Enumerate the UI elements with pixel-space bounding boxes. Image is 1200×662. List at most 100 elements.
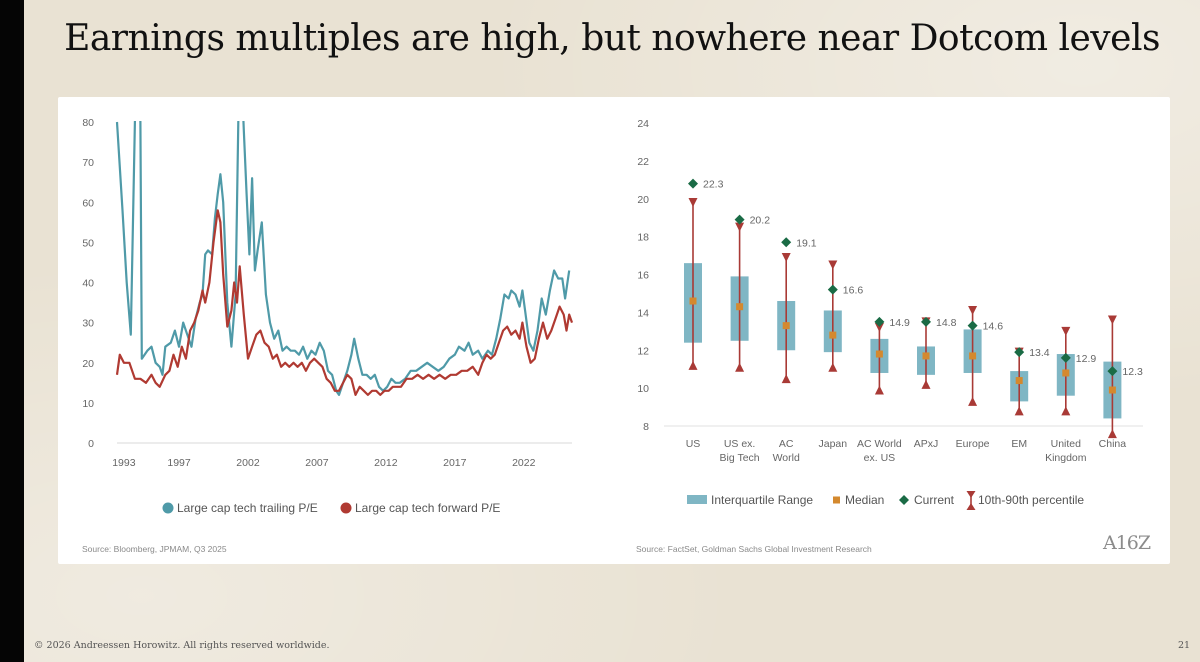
category-label: ex. US bbox=[864, 452, 896, 464]
current-marker bbox=[874, 316, 885, 327]
current-value-label: 14.8 bbox=[936, 317, 957, 329]
category-label: Japan bbox=[818, 438, 847, 450]
chart-panel bbox=[58, 97, 1170, 564]
p10-marker bbox=[968, 396, 978, 406]
left-y-tick-label: 0 bbox=[88, 438, 94, 450]
slide-title: Earnings multiples are high, but nowhere… bbox=[64, 18, 1160, 59]
current-value-label: 22.3 bbox=[703, 179, 724, 191]
p10-marker bbox=[1061, 406, 1071, 416]
legend-median-swatch bbox=[833, 496, 840, 504]
p90-marker bbox=[688, 198, 698, 208]
p90-marker bbox=[781, 252, 791, 262]
left-x-tick-label: 2007 bbox=[305, 457, 329, 469]
p90-marker bbox=[874, 323, 884, 333]
median-marker bbox=[922, 352, 930, 360]
current-marker bbox=[1060, 352, 1071, 363]
median-marker bbox=[829, 331, 837, 339]
current-value-label: 19.1 bbox=[796, 237, 817, 249]
median-marker bbox=[969, 352, 977, 360]
left-x-tick-label: 2012 bbox=[374, 457, 398, 469]
current-marker bbox=[1107, 366, 1118, 377]
median-marker bbox=[1015, 377, 1023, 385]
legend-current-label: Current bbox=[914, 493, 955, 507]
current-marker bbox=[734, 214, 745, 225]
legend-dot-trailing bbox=[162, 502, 174, 514]
copyright-footer: © 2026 Andreessen Horowitz. All rights r… bbox=[34, 640, 330, 651]
left-y-tick-label: 40 bbox=[82, 278, 94, 290]
current-value-label: 16.6 bbox=[843, 285, 864, 297]
trailing-pe-line bbox=[115, 121, 571, 396]
category-label: AC World bbox=[857, 438, 902, 450]
category-label: Europe bbox=[956, 438, 990, 450]
left-y-tick-label: 50 bbox=[82, 237, 94, 249]
right-y-tick-label: 18 bbox=[637, 232, 649, 244]
p10-marker bbox=[874, 385, 884, 395]
legend-iqr-label: Interquartile Range bbox=[711, 493, 813, 507]
p90-marker bbox=[1107, 315, 1117, 325]
right-y-tick-label: 20 bbox=[637, 194, 649, 206]
p10-marker bbox=[921, 379, 931, 389]
p90-marker bbox=[828, 260, 838, 270]
right-y-tick-label: 10 bbox=[637, 383, 649, 395]
left-x-tick-label: 2002 bbox=[236, 457, 260, 469]
right-y-tick-label: 14 bbox=[637, 307, 649, 319]
right-source-note: Source: FactSet, Goldman Sachs Global In… bbox=[636, 544, 872, 554]
p10-marker bbox=[735, 362, 745, 372]
p90-marker bbox=[968, 305, 978, 315]
median-marker bbox=[1108, 386, 1116, 394]
legend-median-label: Median bbox=[845, 493, 884, 507]
median-marker bbox=[689, 297, 697, 305]
right-y-tick-label: 22 bbox=[637, 156, 649, 168]
right-y-tick-label: 8 bbox=[643, 421, 649, 433]
left-y-tick-label: 80 bbox=[82, 117, 94, 129]
right-y-tick-label: 12 bbox=[637, 345, 649, 357]
left-y-tick-label: 60 bbox=[82, 197, 94, 209]
category-label: US ex. bbox=[724, 438, 756, 450]
legend-iqr-swatch bbox=[687, 495, 707, 504]
category-label: Big Tech bbox=[720, 452, 760, 464]
median-marker bbox=[1062, 369, 1070, 377]
current-value-label: 13.4 bbox=[1029, 347, 1050, 359]
a16z-logo: A16Z bbox=[1103, 532, 1151, 554]
median-marker bbox=[736, 303, 744, 311]
legend-whisker-top bbox=[966, 491, 976, 498]
left-x-tick-label: 2017 bbox=[443, 457, 467, 469]
current-marker bbox=[921, 316, 931, 327]
legend-percentile-label: 10th-90th percentile bbox=[978, 493, 1084, 507]
left-x-tick-label: 1993 bbox=[112, 457, 136, 469]
left-y-tick-label: 70 bbox=[82, 157, 94, 169]
left-y-tick-label: 20 bbox=[82, 358, 94, 370]
left-x-tick-label: 2022 bbox=[512, 457, 536, 469]
current-marker bbox=[688, 178, 698, 189]
left-y-tick-label: 10 bbox=[82, 398, 94, 410]
right-y-tick-label: 24 bbox=[637, 118, 649, 130]
legend-label-trailing: Large cap tech trailing P/E bbox=[177, 501, 318, 515]
p90-marker bbox=[1061, 326, 1071, 336]
left-x-tick-label: 1997 bbox=[167, 457, 191, 469]
median-marker bbox=[782, 322, 790, 330]
p10-marker bbox=[1107, 429, 1117, 439]
p10-marker bbox=[688, 360, 698, 370]
legend-label-forward: Large cap tech forward P/E bbox=[355, 501, 500, 515]
current-value-label: 14.6 bbox=[983, 321, 1004, 333]
category-label: US bbox=[686, 438, 701, 450]
p10-marker bbox=[828, 362, 838, 372]
left-edge-bar bbox=[0, 0, 24, 662]
category-label: China bbox=[1099, 438, 1127, 450]
left-y-tick-label: 30 bbox=[82, 318, 94, 330]
current-marker bbox=[967, 320, 978, 331]
current-marker bbox=[781, 237, 792, 248]
legend-dot-forward bbox=[340, 502, 352, 514]
valuation-box-chart: 8 10 12 14 16 18 20 22 24 22.3 US 20.2 US ex. Big Tec… bbox=[637, 118, 1143, 510]
category-label: Kingdom bbox=[1045, 452, 1087, 464]
median-marker bbox=[875, 350, 883, 358]
p10-marker bbox=[1014, 406, 1024, 416]
category-label: EM bbox=[1011, 438, 1027, 450]
p10-marker bbox=[781, 374, 791, 384]
category-label: United bbox=[1051, 438, 1082, 450]
legend-current-swatch bbox=[899, 495, 909, 505]
current-marker bbox=[1014, 347, 1025, 358]
pe-line-chart: 0 10 20 30 40 50 60 70 80 1993 1997 2002 2007 2012 201… bbox=[82, 117, 574, 515]
category-label: World bbox=[773, 452, 800, 464]
page-number: 21 bbox=[1178, 640, 1191, 651]
